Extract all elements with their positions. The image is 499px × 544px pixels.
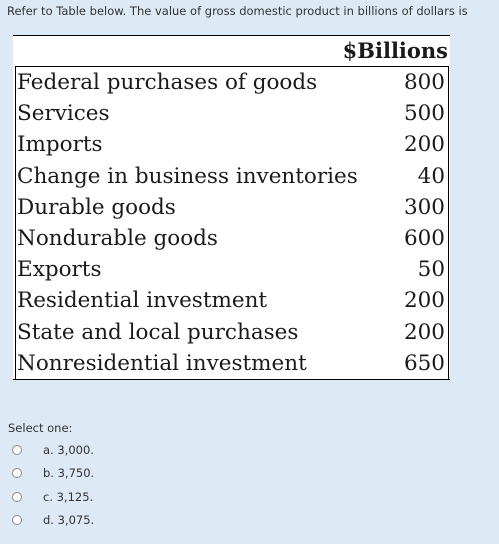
table-row: Durable goods 300 xyxy=(17,192,447,223)
row-label: Nondurable goods xyxy=(17,226,218,252)
column-header-billions: $Billions xyxy=(342,38,448,63)
row-value: 200 xyxy=(403,288,445,314)
row-label: Change in business inventories xyxy=(17,163,358,189)
radio-button-d[interactable] xyxy=(12,515,22,526)
table-row: State and local purchases 200 xyxy=(17,317,447,348)
answer-option-c[interactable]: c. 3,125. xyxy=(12,485,94,509)
row-value: 50 xyxy=(417,257,445,283)
answer-label-a[interactable]: a. 3,000. xyxy=(43,442,94,457)
answer-option-a[interactable]: a. 3,000. xyxy=(12,438,94,462)
table-row: Imports 200 xyxy=(17,129,447,160)
select-one-prompt: Select one: xyxy=(8,421,73,435)
answer-option-d[interactable]: d. 3,075. xyxy=(12,509,94,533)
table-rows: Federal purchases of goods 800 Services … xyxy=(17,67,447,379)
answer-options: a. 3,000. b. 3,750. c. 3,125. d. 3,075. xyxy=(12,438,94,532)
table-row: Nondurable goods 600 xyxy=(17,223,447,254)
answer-option-b[interactable]: b. 3,750. xyxy=(12,462,94,486)
radio-button-b[interactable] xyxy=(12,468,22,479)
table-row: Services 500 xyxy=(17,98,447,129)
radio-button-a[interactable] xyxy=(12,444,22,455)
row-label: Services xyxy=(17,101,110,127)
table-row: Change in business inventories 40 xyxy=(17,161,447,192)
row-label: Residential investment xyxy=(17,288,268,314)
answer-label-d[interactable]: d. 3,075. xyxy=(43,513,95,528)
row-value: 650 xyxy=(403,350,445,376)
question-text: Refer to Table below. The value of gross… xyxy=(7,4,468,18)
row-label: Durable goods xyxy=(17,194,176,220)
row-value: 500 xyxy=(403,101,445,127)
row-value: 200 xyxy=(403,132,445,158)
header-divider xyxy=(15,66,449,67)
table-row: Residential investment 200 xyxy=(17,285,447,316)
answer-label-b[interactable]: b. 3,750. xyxy=(43,466,95,481)
row-label: Exports xyxy=(17,257,102,283)
row-label: Imports xyxy=(17,132,103,158)
row-label: Federal purchases of goods xyxy=(17,70,318,96)
row-value: 40 xyxy=(417,163,445,189)
answer-label-c[interactable]: c. 3,125. xyxy=(43,489,94,504)
row-label: State and local purchases xyxy=(17,319,299,345)
radio-button-c[interactable] xyxy=(12,491,22,502)
table-row: Federal purchases of goods 800 xyxy=(17,67,447,98)
table-row: Nonresidential investment 650 xyxy=(17,348,447,379)
row-value: 600 xyxy=(403,226,445,252)
row-value: 800 xyxy=(403,70,445,96)
table-row: Exports 50 xyxy=(17,254,447,285)
row-value: 300 xyxy=(403,194,445,220)
row-label: Nonresidential investment xyxy=(17,350,307,376)
row-value: 200 xyxy=(403,319,445,345)
gdp-data-table: $Billions Federal purchases of goods 800… xyxy=(13,35,450,380)
